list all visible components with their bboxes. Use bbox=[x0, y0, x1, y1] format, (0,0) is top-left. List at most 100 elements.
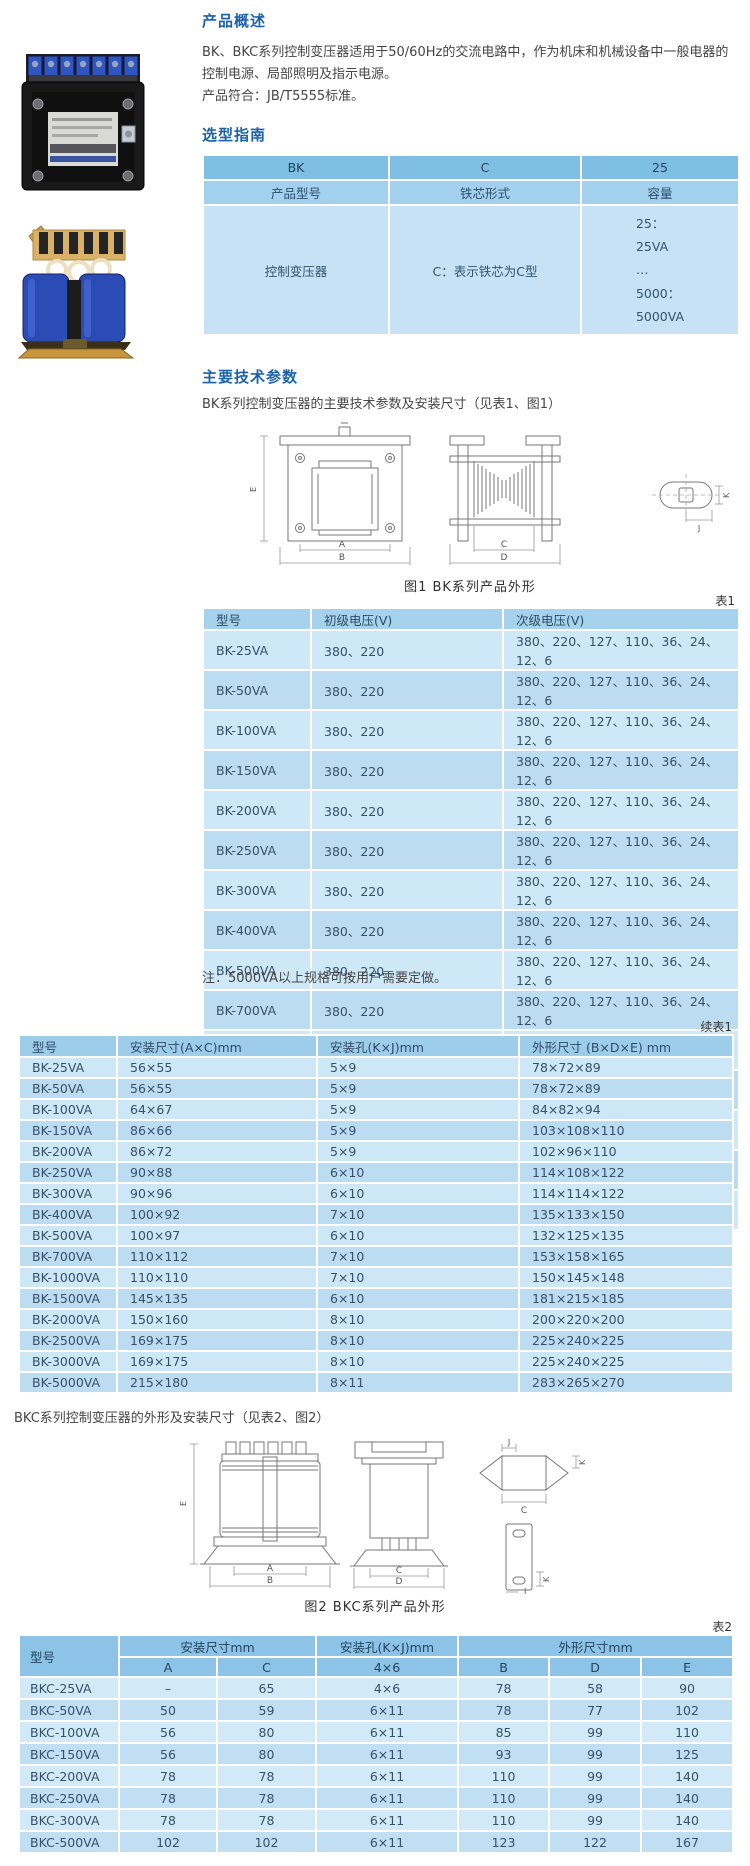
model-cell: BKC-300VA bbox=[18, 1808, 120, 1832]
d-cell: 122 bbox=[548, 1830, 643, 1854]
c-cell: 80 bbox=[215, 1720, 318, 1744]
table1-header-row: 型号 初级电压(V) 次级电压(V) bbox=[202, 607, 740, 631]
outline-cell: 114×114×122 bbox=[518, 1182, 734, 1205]
table-row: BK-150VA 86×66 5×9 103×108×110 bbox=[18, 1119, 734, 1142]
fig1-dim-b: B bbox=[339, 553, 345, 563]
capacity-desc-cell: 25： 25VA … 5000： 5000VA bbox=[580, 204, 740, 336]
mount-cell: 215×180 bbox=[116, 1371, 318, 1394]
table2-subheader: B bbox=[457, 1656, 551, 1678]
fig2-dim-j2: J bbox=[523, 1587, 526, 1594]
capacity-desc-text: 25： 25VA … 5000： 5000VA bbox=[635, 216, 685, 324]
model-cell: BK-300VA bbox=[202, 869, 312, 911]
primary-v-cell: 380、220 bbox=[310, 749, 504, 791]
table-row: BK-50VA 380、220 380、220、127、110、36、24、12、6 bbox=[202, 669, 740, 711]
secondary-v-cell: 380、220、127、110、36、24、12、6 bbox=[502, 789, 740, 831]
table-row: BK-3000VA 169×175 8×10 225×240×225 bbox=[18, 1350, 734, 1373]
table-row: BK-700VA 110×112 7×10 153×158×165 bbox=[18, 1245, 734, 1268]
outline-cell: 150×145×148 bbox=[518, 1266, 734, 1289]
c-cell: 78 bbox=[215, 1764, 318, 1788]
table2-subheader: C bbox=[215, 1656, 318, 1678]
table-row: BK-300VA 90×96 6×10 114×114×122 bbox=[18, 1182, 734, 1205]
model-cell: BK-250VA bbox=[202, 829, 312, 871]
mount-cell: 169×175 bbox=[116, 1350, 318, 1373]
table1-header: 初级电压(V) bbox=[310, 607, 504, 631]
c-cell: 80 bbox=[215, 1742, 318, 1766]
model-cell: BKC-25VA bbox=[18, 1676, 120, 1700]
hole-cell: 6×11 bbox=[315, 1764, 460, 1788]
secondary-v-cell: 380、220、127、110、36、24、12、6 bbox=[502, 749, 740, 791]
hole-cell: 4×6 bbox=[315, 1676, 460, 1700]
outline-cell: 225×240×225 bbox=[518, 1350, 734, 1373]
table-row: BKC-500VA 102 102 6×11 123 122 167 bbox=[18, 1830, 735, 1854]
table-row: BK-1000VA 110×110 7×10 150×145×148 bbox=[18, 1266, 734, 1289]
a-cell: 56 bbox=[118, 1720, 218, 1744]
hole-cell: 6×10 bbox=[316, 1287, 520, 1310]
model-cell: BK-150VA bbox=[202, 749, 312, 791]
bk-product-photo bbox=[18, 48, 148, 194]
figure1-drawing: E A B C D K J bbox=[202, 414, 738, 572]
d-cell: 58 bbox=[548, 1676, 643, 1700]
fig2-dim-d: D bbox=[396, 1577, 403, 1587]
model-cell: BK-25VA bbox=[202, 629, 312, 671]
mount-cell: 56×55 bbox=[116, 1056, 318, 1079]
fig1-dim-k: K bbox=[722, 492, 731, 498]
table2-subheader: A bbox=[118, 1656, 218, 1678]
model-cell: BK-300VA bbox=[18, 1182, 118, 1205]
hole-cell: 6×10 bbox=[316, 1182, 520, 1205]
a-cell: – bbox=[118, 1676, 218, 1700]
bk-transformer-image bbox=[21, 54, 145, 191]
hole-cell: 8×10 bbox=[316, 1350, 520, 1373]
outline-cell: 78×72×89 bbox=[518, 1077, 734, 1100]
table-row: BKC-50VA 50 59 6×11 78 77 102 bbox=[18, 1698, 735, 1722]
hole-cell: 5×9 bbox=[316, 1119, 520, 1142]
primary-v-cell: 380、220 bbox=[310, 629, 504, 671]
mount-cell: 169×175 bbox=[116, 1329, 318, 1352]
secondary-v-cell: 380、220、127、110、36、24、12、6 bbox=[502, 669, 740, 711]
hole-cell: 6×11 bbox=[315, 1830, 460, 1854]
bkc-product-photo bbox=[15, 222, 137, 360]
table2-header-row1: 型号 安装尺寸mm 安装孔(K×J)mm 外形尺寸mm bbox=[18, 1634, 735, 1678]
c-cell: 65 bbox=[215, 1676, 318, 1700]
code-cell: 25 bbox=[580, 154, 740, 181]
outline-cell: 103×108×110 bbox=[518, 1119, 734, 1142]
selection-table: BK C 25 产品型号 铁芯形式 容量 控制变压器 C：表示铁芯为C型 25：… bbox=[202, 154, 740, 336]
outline-cell: 102×96×110 bbox=[518, 1140, 734, 1163]
table-row: BKC-200VA 78 78 6×11 110 99 140 bbox=[18, 1764, 735, 1788]
model-cell: BK-3000VA bbox=[18, 1350, 118, 1373]
table-row: BK-2500VA 169×175 8×10 225×240×225 bbox=[18, 1329, 734, 1352]
mount-cell: 100×92 bbox=[116, 1203, 318, 1226]
mount-cell: 110×110 bbox=[116, 1266, 318, 1289]
hole-cell: 6×11 bbox=[315, 1698, 460, 1722]
outline-cell: 200×220×200 bbox=[518, 1308, 734, 1331]
d-cell: 99 bbox=[548, 1808, 643, 1832]
model-cell: BK-50VA bbox=[202, 669, 312, 711]
e-cell: 140 bbox=[640, 1808, 735, 1832]
table-row: BK-400VA 380、220 380、220、127、110、36、24、12、… bbox=[202, 909, 740, 951]
d-cell: 99 bbox=[548, 1742, 643, 1766]
table-row: BK-500VA 380、220 380、220、127、110、36、24、12、… bbox=[202, 949, 740, 991]
overview-heading: 产品概述 bbox=[202, 12, 267, 30]
c-cell: 78 bbox=[215, 1808, 318, 1832]
table2-subheader: E bbox=[640, 1656, 735, 1678]
table-row: BK-250VA 90×88 6×10 114×108×122 bbox=[18, 1161, 734, 1184]
table-row: BK-25VA 380、220 380、220、127、110、36、24、12、6 bbox=[202, 629, 740, 671]
selection-heading: 选型指南 bbox=[202, 126, 267, 144]
model-cell: BK-100VA bbox=[202, 709, 312, 751]
table-row: BKC-25VA –65 4×6 78 58 90 bbox=[18, 1676, 735, 1700]
table2-subheader: D bbox=[548, 1656, 643, 1678]
model-cell: BK-500VA bbox=[202, 949, 312, 991]
mount-cell: 145×135 bbox=[116, 1287, 318, 1310]
table2-header-mount: 安装尺寸mm bbox=[117, 1634, 318, 1658]
table1b-header: 安装尺寸(A×C)mm bbox=[116, 1034, 318, 1058]
model-cell: BK-5000VA bbox=[18, 1371, 118, 1394]
table-row: BKC-150VA 56 80 6×11 93 99 125 bbox=[18, 1742, 735, 1766]
model-cell: BK-200VA bbox=[18, 1140, 118, 1163]
hole-cell: 8×10 bbox=[316, 1329, 520, 1352]
model-cell: BKC-150VA bbox=[18, 1742, 120, 1766]
hole-cell: 7×10 bbox=[316, 1266, 520, 1289]
fig2-dim-k: K bbox=[578, 1459, 587, 1465]
b-cell: 123 bbox=[457, 1830, 551, 1854]
outline-cell: 225×240×225 bbox=[518, 1329, 734, 1352]
b-cell: 93 bbox=[457, 1742, 551, 1766]
label-cell: 容量 bbox=[580, 179, 740, 206]
